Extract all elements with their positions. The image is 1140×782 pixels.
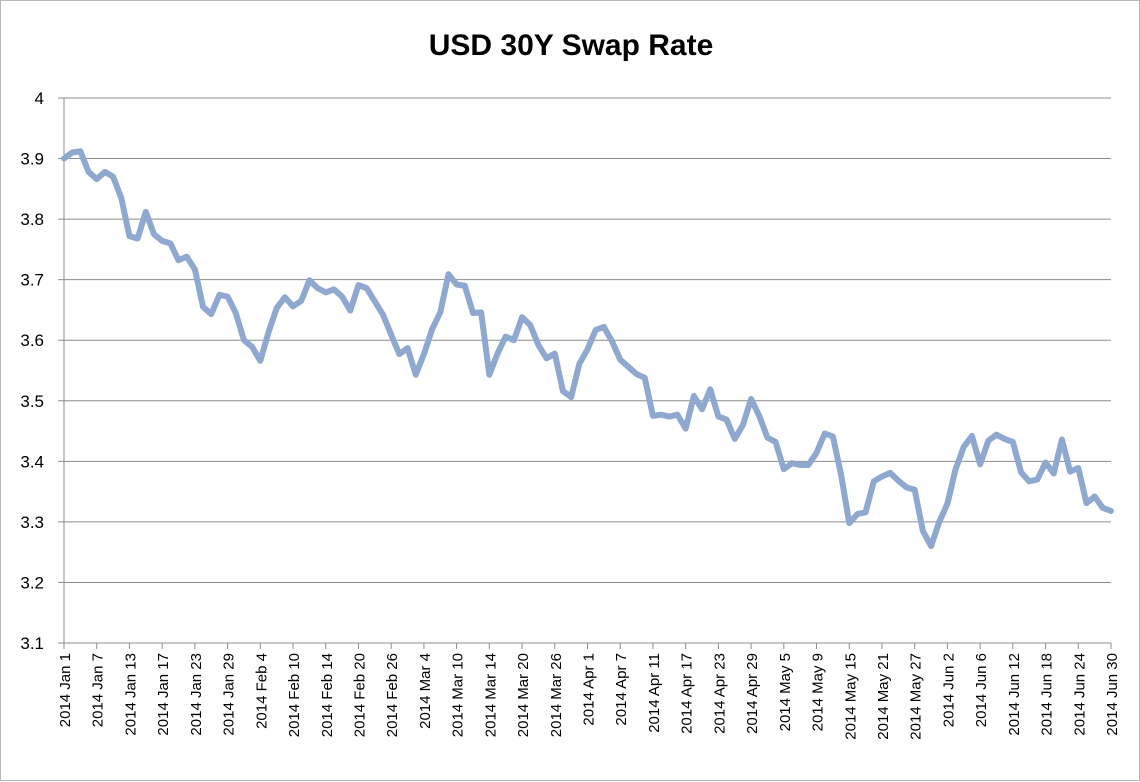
y-tick-label: 3.3 <box>20 513 44 532</box>
y-tick-label: 4 <box>35 89 44 108</box>
x-tick-label: 2014 Feb 26 <box>384 653 401 737</box>
x-tick-label: 2014 Mar 14 <box>482 653 499 737</box>
x-tick-label: 2014 Jan 29 <box>221 653 238 736</box>
x-tick-label: 2014 Mar 20 <box>515 653 532 737</box>
x-tick-label: 2014 Feb 10 <box>286 653 303 737</box>
y-tick-label: 3.7 <box>20 271 44 290</box>
x-tick-label: 2014 Jan 23 <box>188 653 205 736</box>
x-tick-label: 2014 May 5 <box>777 653 794 731</box>
x-tick-label: 2014 May 21 <box>875 653 892 740</box>
x-tick-label: 2014 Jan 7 <box>90 653 107 727</box>
x-tick-label: 2014 Feb 20 <box>351 653 368 737</box>
x-tick-label: 2014 Jan 1 <box>57 653 74 727</box>
x-tick-label: 2014 Mar 4 <box>417 653 434 729</box>
x-tick-label: 2014 Jun 6 <box>973 653 990 727</box>
y-tick-label: 3.9 <box>20 150 44 169</box>
x-tick-label: 2014 Jun 18 <box>1039 653 1056 736</box>
x-tick-label: 2014 May 27 <box>908 653 925 740</box>
x-tick-label: 2014 Jan 13 <box>122 653 139 736</box>
x-tick-label: 2014 Apr 7 <box>613 653 630 726</box>
x-tick-label: 2014 Mar 26 <box>548 653 565 737</box>
x-tick-label: 2014 Jun 24 <box>1071 653 1088 736</box>
x-tick-label: 2014 Jun 2 <box>940 653 957 727</box>
x-tick-label: 2014 Apr 17 <box>679 653 696 734</box>
x-tick-label: 2014 Jan 17 <box>155 653 172 736</box>
y-tick-label: 3.5 <box>20 392 44 411</box>
y-tick-label: 3.8 <box>20 210 44 229</box>
x-tick-label: 2014 Apr 11 <box>646 653 663 733</box>
x-tick-label: 2014 Apr 1 <box>581 653 598 726</box>
series-line <box>61 148 1114 550</box>
chart-title: USD 30Y Swap Rate <box>428 29 714 62</box>
x-tick-label: 2014 Feb 4 <box>253 653 270 729</box>
x-tick-label: 2014 Feb 14 <box>319 653 336 737</box>
x-tick-label: 2014 Mar 10 <box>450 653 467 737</box>
x-tick-label: 2014 May 9 <box>810 653 827 731</box>
x-tick-label: 2014 Apr 29 <box>744 653 761 734</box>
y-tick-label: 3.6 <box>20 331 44 350</box>
y-tick-label: 3.1 <box>20 634 44 653</box>
x-tick-label: 2014 Jun 30 <box>1104 653 1121 736</box>
x-tick-label: 2014 Jun 12 <box>1006 653 1023 736</box>
y-tick-label: 3.2 <box>20 573 44 592</box>
y-tick-label: 3.4 <box>20 452 44 471</box>
x-tick-label: 2014 Apr 23 <box>711 653 728 734</box>
x-tick-label: 2014 May 15 <box>842 653 859 740</box>
